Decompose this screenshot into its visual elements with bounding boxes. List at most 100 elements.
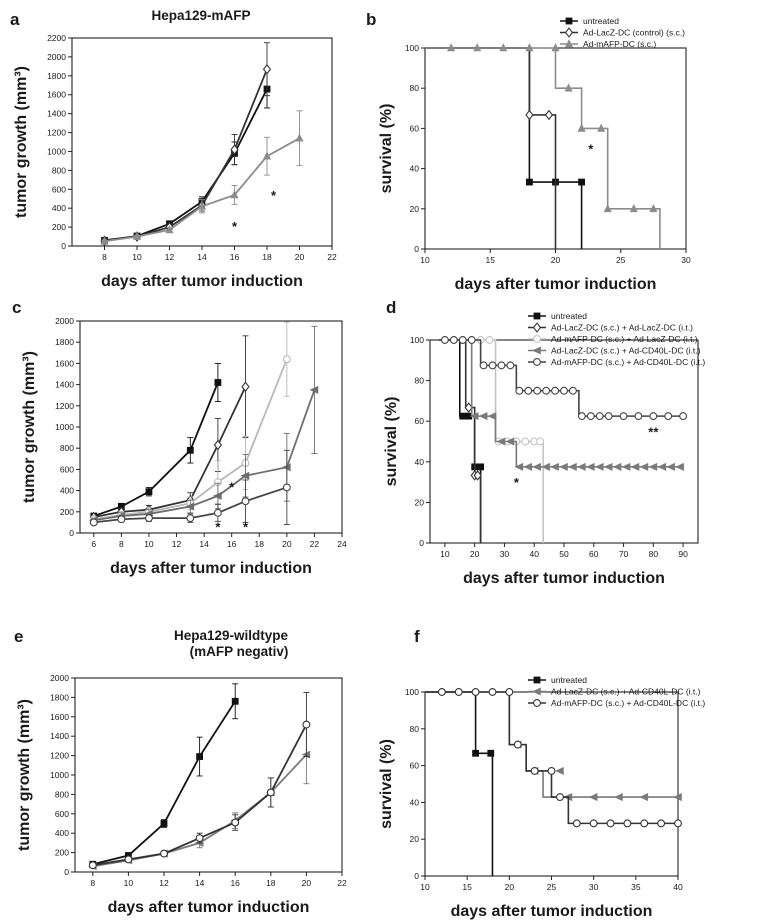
censor-marker [606,819,615,828]
data-point [240,471,250,480]
censor-marker [472,749,479,757]
censor-marker [524,386,533,395]
censor-marker [526,178,533,186]
x-axis-label: days after tumor induction [108,899,310,916]
censor-marker [673,793,682,802]
x-tick-label: 25 [616,255,626,265]
y-tick-label: 1000 [55,422,74,432]
panel-e: e Hepa129-wildtype(mAFP negativ) 8 10 12 14 16… [14,627,347,916]
x-tick-label: 25 [547,882,557,892]
panel-letter-f: f [414,627,420,646]
data-point [213,508,222,517]
series-line [93,386,247,518]
censor-marker [523,462,533,471]
censor-marker [525,43,534,52]
y-tick-label: 0 [414,871,419,881]
censor-marker [465,412,473,420]
y-tick-label: 60 [415,416,425,426]
series [100,110,304,245]
censor-marker [458,336,467,344]
panel-b: b 10 15 20 25 30 0 20 40 60 80 100 days after tumor … [366,10,691,293]
censor-marker [568,462,577,471]
data-point [88,861,97,870]
data-point [185,502,195,511]
x-tick-label: 90 [678,549,688,559]
legend-label: Ad-LacZ-DC (s.c.) + Ad-CD40L-DC (i.t.) [551,687,701,697]
y-tick-label: 20 [415,497,425,507]
censor-marker [595,412,604,421]
legend-label: untreated [583,16,619,26]
data-point [262,63,272,75]
y-axis-label: survival (%) [378,104,395,194]
y-tick-label: 200 [55,848,69,858]
x-tick-label: 8 [90,878,95,888]
censor-marker [505,688,514,696]
data-point [241,497,250,506]
series [89,335,250,523]
x-tick-label: 16 [227,539,237,549]
legend: untreated Ad-LacZ-DC (s.c.) + Ad-LacZ-DC … [528,311,705,367]
y-tick-label: 40 [410,164,420,174]
panel-f: f 10 15 20 25 30 35 40 0 20 40 60 80 100 days after tu… [378,627,705,920]
series [89,449,291,527]
censor-marker [577,412,586,421]
censor-marker [578,178,585,186]
plot-frame [429,339,699,544]
data-point [165,225,174,234]
series-line [93,389,316,522]
censor-marker [440,336,449,344]
x-tick-label: 14 [199,539,209,549]
series [438,336,688,421]
series [90,362,222,520]
data-point [262,151,272,160]
censor-marker [459,412,467,420]
data-point [160,820,168,827]
survival-step-line [438,339,684,468]
y-tick-label: 1200 [50,751,69,761]
censor-marker [471,688,480,696]
censor-marker [544,109,554,121]
x-tick-label: 35 [631,882,641,892]
series [88,692,311,870]
x-tick-label: 60 [589,549,599,559]
x-tick-label: 16 [230,878,240,888]
data-point [241,381,250,393]
data-point [196,753,203,760]
censor-marker [614,793,623,802]
y-tick-label: 1800 [50,692,69,702]
x-tick-label: 10 [420,882,430,892]
data-point [132,231,142,240]
x-axis-label: days after tumor induction [451,903,653,920]
censor-marker [478,412,488,421]
x-tick-label: 30 [589,882,599,892]
y-tick-label: 80 [410,83,420,93]
x-tick-label: 10 [124,878,134,888]
panel-letter-b: b [366,10,376,29]
y-tick-label: 0 [419,538,424,548]
legend-marker [532,346,541,355]
censor-marker [541,462,550,471]
legend-marker [532,322,542,333]
censor-marker [648,462,658,471]
data-point [145,488,153,496]
y-tick-label: 1400 [47,109,66,119]
x-tick-label: 20 [551,255,561,265]
x-tick-label: 20 [302,878,312,888]
censor-marker [666,462,675,471]
x-tick-label: 22 [337,878,347,888]
y-tick-label: 1600 [55,358,74,368]
censor-marker [437,688,446,696]
y-tick-label: 600 [60,464,74,474]
y-tick-label: 400 [60,486,74,496]
y-tick-label: 80 [410,724,420,734]
censor-marker [621,462,631,471]
data-point [231,697,239,705]
legend-label: Ad-mAFP-DC (s.c.) + Ad-CD40L-DC (i.t.) [551,698,705,708]
legend-marker [533,312,541,320]
series [425,691,495,876]
censor-marker [639,793,649,802]
censor-marker [449,336,458,344]
censor-marker [572,819,581,828]
censor-marker [467,336,476,344]
legend-marker [533,699,541,707]
